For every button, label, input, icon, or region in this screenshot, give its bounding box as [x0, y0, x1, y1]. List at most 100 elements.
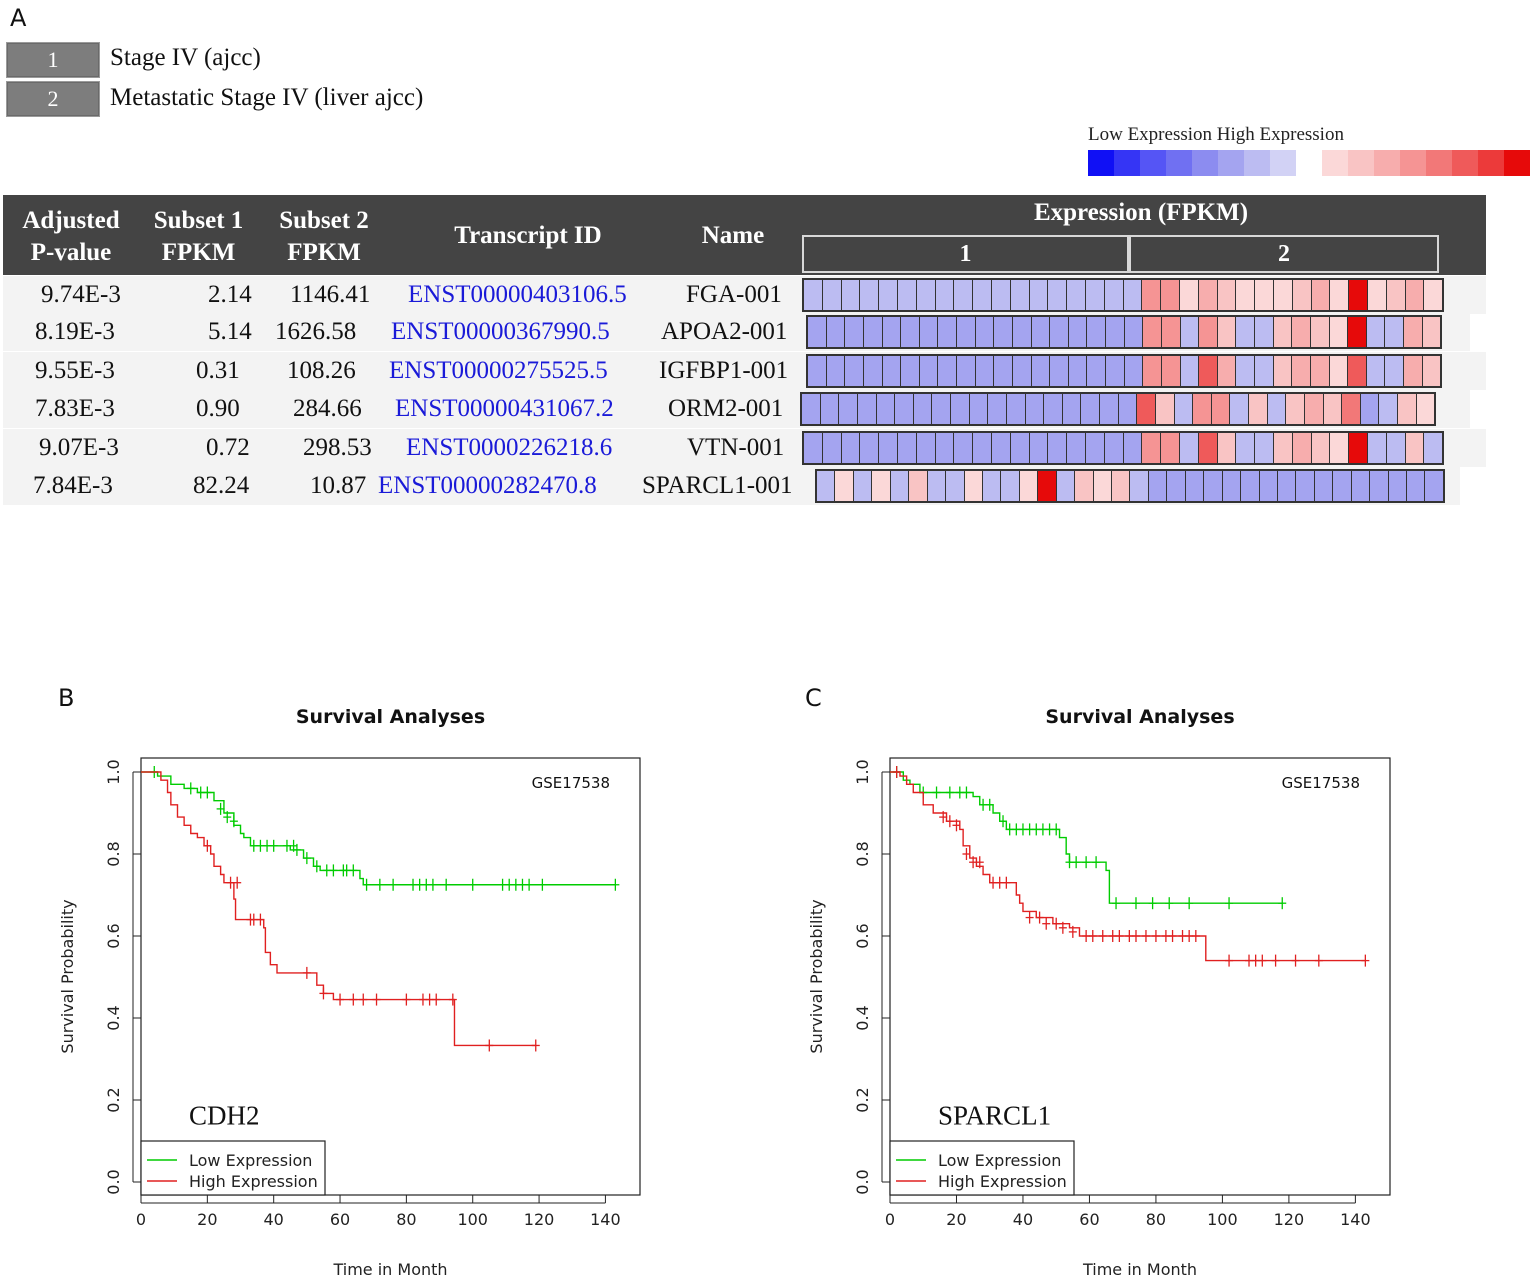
heatmap-cell [988, 394, 1007, 424]
panel-label-b: B [58, 684, 75, 712]
heatmap-cell [1255, 317, 1274, 347]
heatmap-cell [826, 317, 846, 347]
heatmap-cell [1330, 280, 1350, 310]
high-swatch [1400, 150, 1426, 176]
subset2-fpkm-cell: 1626.58 [275, 318, 357, 345]
heatmap-cell [1348, 317, 1367, 347]
transcript-link[interactable]: ENST00000367990.5 [391, 318, 610, 345]
transcript-link[interactable]: ENST0000226218.6 [406, 434, 613, 461]
heatmap-cell [1422, 356, 1441, 386]
plot-frame [140, 757, 641, 1196]
high-swatch [1452, 150, 1478, 176]
heatmap-cell [1093, 471, 1112, 501]
subset-key-1: 1 [6, 42, 100, 78]
transcript-link[interactable]: ENST00000403106.5 [408, 281, 627, 308]
heatmap-cell [1292, 433, 1312, 463]
heatmap-cell [808, 317, 827, 347]
heatmap-cell [1255, 356, 1274, 386]
heatmap-cell [1405, 280, 1425, 310]
heatmap-cell [1085, 280, 1105, 310]
heatmap-cell [802, 394, 821, 424]
heatmap-cell [957, 356, 976, 386]
heatmap-cell [1249, 394, 1268, 424]
heatmap-cell [1019, 471, 1039, 501]
y-tick-label: 0.0 [104, 1169, 123, 1194]
survival-chart-sparcl1: Survival Analyses 0 20 40 60 80 100 120 140 0.0 0.… [807, 706, 1391, 1276]
heatmap-cell [1349, 280, 1368, 310]
heatmap-cell [1404, 317, 1423, 347]
heatmap-cell [1198, 433, 1218, 463]
expression-heatmap-strip [806, 315, 1442, 349]
heatmap-cell [890, 471, 910, 501]
heatmap-cell [954, 433, 974, 463]
heatmap-cell [1230, 394, 1249, 424]
heatmap-cell [1010, 280, 1030, 310]
panel-label-c: C [805, 684, 822, 712]
chart-title: Survival Analyses [1045, 706, 1234, 728]
heatmap-cell [973, 280, 992, 310]
gene-label: SPARCL1 [938, 1100, 1051, 1130]
x-axis-label: Time in Month [332, 1260, 447, 1276]
heatmap-cell [973, 433, 992, 463]
survival-curve-low [890, 771, 1283, 904]
legend-label-high: High Expression [189, 1172, 318, 1191]
heatmap-cell [1267, 394, 1287, 424]
y-tick-label: 0.6 [104, 923, 123, 948]
subset2-fpkm-cell: 10.87 [310, 472, 367, 499]
subset1-fpkm-cell: 82.24 [193, 472, 250, 499]
x-axis-label: Time in Month [1082, 1260, 1197, 1276]
heatmap-cell [1068, 317, 1088, 347]
heatmap-cell [1388, 471, 1407, 501]
expression-heatmap-strip [800, 392, 1436, 426]
heatmap-cell [1273, 317, 1293, 347]
heatmap-cell [1385, 356, 1404, 386]
heatmap-cell [1333, 471, 1352, 501]
heatmap-cell [994, 356, 1013, 386]
heatmap-cell [1068, 356, 1088, 386]
transcript-link[interactable]: ENST00000431067.2 [395, 395, 614, 422]
heatmap-cell [1329, 317, 1349, 347]
heatmap-cell [1292, 317, 1311, 347]
heatmap-cell [935, 433, 955, 463]
low-swatch [1088, 150, 1114, 176]
expression-heatmap-strip [802, 431, 1444, 465]
heatmap-cell [954, 280, 974, 310]
x-tick-label: 40 [264, 1210, 284, 1229]
heatmap-cell [1048, 280, 1068, 310]
heatmap-cell [1161, 317, 1181, 347]
transcript-name-cell: APOA2-001 [661, 318, 788, 345]
heatmap-cell [839, 394, 858, 424]
x-tick-label: 80 [396, 1210, 416, 1229]
heatmap-cell [1351, 471, 1371, 501]
heatmap-cell [1104, 280, 1124, 310]
heatmap-cell [1038, 471, 1057, 501]
low-swatch [1244, 150, 1270, 176]
heatmap-cell [1310, 317, 1330, 347]
expression-heatmap-strip [806, 354, 1442, 388]
transcript-link[interactable]: ENST00000282470.8 [378, 472, 597, 499]
low-swatch [1270, 150, 1296, 176]
heatmap-cell [1143, 356, 1162, 386]
subset-key-2: 2 [6, 81, 100, 117]
transcript-name-cell: IGFBP1-001 [659, 357, 789, 384]
x-tick-label: 120 [524, 1210, 555, 1229]
low-swatch [1140, 150, 1166, 176]
expression-heatmap-strip [802, 278, 1444, 312]
heatmap-cell [1199, 356, 1218, 386]
transcript-link[interactable]: ENST00000275525.5 [389, 357, 608, 384]
heatmap-cell [1010, 433, 1030, 463]
heatmap-cell [820, 394, 840, 424]
heatmap-cell [1292, 280, 1312, 310]
table-row: 9.55E-3 0.31 108.26 ENST00000275525.5 IGFBP1… [3, 352, 1486, 390]
heatmap-cell [1211, 394, 1231, 424]
x-tick-label: 140 [590, 1210, 621, 1229]
heatmap-cell [969, 394, 989, 424]
heatmap-cell [1081, 394, 1100, 424]
survival-curve-high [141, 771, 536, 1047]
dataset-label: GSE17538 [1282, 774, 1360, 792]
heatmap-cell [1104, 433, 1124, 463]
heatmap-cell [882, 356, 902, 386]
pvalue-cell: 7.83E-3 [35, 395, 115, 422]
heatmap-cell [1314, 471, 1334, 501]
heatmap-cell [1386, 433, 1406, 463]
